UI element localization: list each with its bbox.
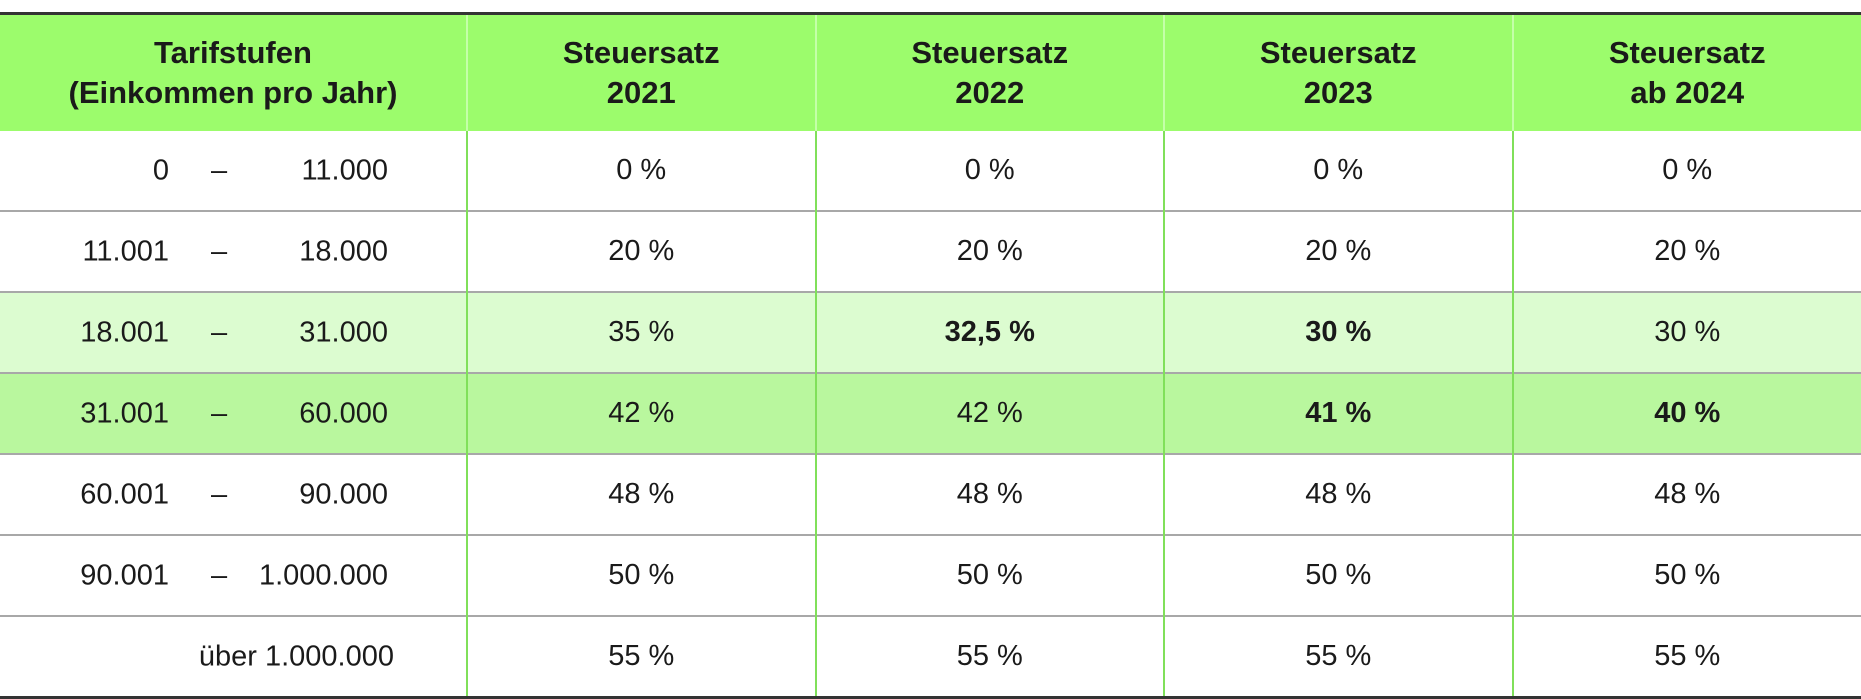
range-cell: 60.001 – 90.000: [0, 454, 467, 535]
range-cell: über 1.000.000: [0, 616, 467, 698]
rate-cell: 50 %: [816, 535, 1165, 616]
rate-cell: 48 %: [467, 454, 816, 535]
range-from: 18.001: [80, 316, 169, 349]
range-to: 31.000: [299, 316, 388, 349]
rate-cell: 40 %: [1513, 373, 1861, 454]
range-to: 1.000.000: [259, 559, 388, 592]
range-text: über 1.000.000: [199, 640, 394, 673]
range-sep: –: [211, 397, 227, 430]
range-to: 90.000: [299, 478, 388, 511]
header-cell: Tarifstufen(Einkommen pro Jahr): [0, 14, 467, 132]
range-from: 90.001: [80, 559, 169, 592]
rate-cell: 55 %: [1164, 616, 1513, 698]
rate-cell: 55 %: [1513, 616, 1861, 698]
header-row: Tarifstufen(Einkommen pro Jahr)Steuersat…: [0, 14, 1861, 132]
rate-cell: 0 %: [816, 131, 1165, 211]
rate-cell: 55 %: [816, 616, 1165, 698]
header-line: Tarifstufen: [0, 33, 466, 73]
range: über 1.000.000: [0, 617, 466, 696]
range-from: 60.001: [80, 478, 169, 511]
range: 11.001 – 18.000: [0, 212, 466, 291]
header-line: 2022: [817, 73, 1164, 113]
rate-cell: 30 %: [1513, 292, 1861, 373]
rate-cell: 42 %: [467, 373, 816, 454]
range: 0 – 11.000: [0, 131, 466, 210]
rate-cell: 50 %: [467, 535, 816, 616]
header-line: ab 2024: [1514, 73, 1861, 113]
rate-cell: 0 %: [1513, 131, 1861, 211]
range-from: 0: [153, 154, 169, 187]
range: 90.001 –1.000.000: [0, 536, 466, 615]
rate-cell: 48 %: [816, 454, 1165, 535]
header-line: 2023: [1165, 73, 1512, 113]
header-line: Steuersatz: [817, 33, 1164, 73]
range-cell: 31.001 – 60.000: [0, 373, 467, 454]
rate-cell: 41 %: [1164, 373, 1513, 454]
rate-cell: 50 %: [1164, 535, 1513, 616]
rate-cell: 32,5 %: [816, 292, 1165, 373]
range-to: 18.000: [299, 235, 388, 268]
range-sep: –: [211, 316, 227, 349]
range-sep: –: [211, 478, 227, 511]
range-cell: 90.001 –1.000.000: [0, 535, 467, 616]
range-from: 31.001: [80, 397, 169, 430]
range-sep: –: [211, 154, 227, 187]
rate-cell: 48 %: [1513, 454, 1861, 535]
range-sep: –: [211, 559, 227, 592]
range-cell: 0 – 11.000: [0, 131, 467, 211]
header-line: Steuersatz: [468, 33, 815, 73]
rate-cell: 20 %: [1513, 211, 1861, 292]
rate-cell: 20 %: [1164, 211, 1513, 292]
range: 31.001 – 60.000: [0, 374, 466, 453]
header: Tarifstufen(Einkommen pro Jahr)Steuersat…: [0, 14, 1861, 132]
range-from: 11.001: [82, 235, 169, 268]
header-line: 2021: [468, 73, 815, 113]
rate-cell: 48 %: [1164, 454, 1513, 535]
header-line: (Einkommen pro Jahr): [0, 73, 466, 113]
rate-cell: 0 %: [1164, 131, 1513, 211]
rate-cell: 0 %: [467, 131, 816, 211]
range: 18.001 – 31.000: [0, 293, 466, 372]
rate-cell: 30 %: [1164, 292, 1513, 373]
rate-cell: 35 %: [467, 292, 816, 373]
range: 60.001 – 90.000: [0, 455, 466, 534]
range-cell: 18.001 – 31.000: [0, 292, 467, 373]
rate-cell: 42 %: [816, 373, 1165, 454]
range-to: 11.000: [301, 154, 388, 187]
range-cell: 11.001 – 18.000: [0, 211, 467, 292]
rate-cell: 20 %: [467, 211, 816, 292]
header-line: Steuersatz: [1514, 33, 1861, 73]
tax-table: Tarifstufen(Einkommen pro Jahr)Steuersat…: [0, 12, 1861, 699]
rate-cell: 50 %: [1513, 535, 1861, 616]
range-sep: –: [211, 235, 227, 268]
rate-cell: 55 %: [467, 616, 816, 698]
range-to: 60.000: [299, 397, 388, 430]
rate-cell: 20 %: [816, 211, 1165, 292]
header-line: Steuersatz: [1165, 33, 1512, 73]
